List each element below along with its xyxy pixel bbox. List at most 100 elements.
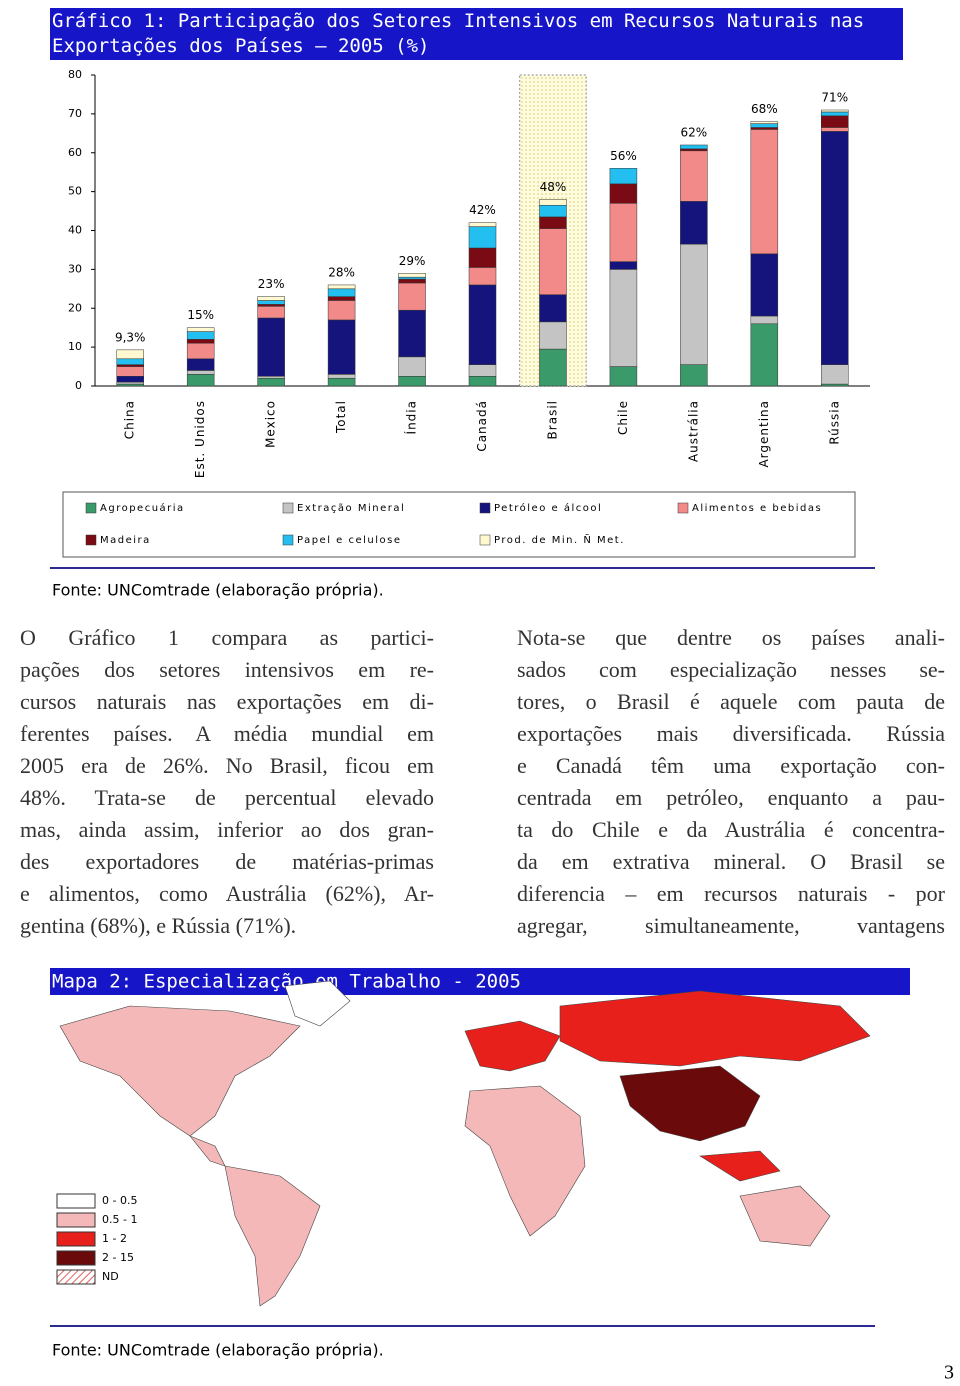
legend-swatch [282,502,294,514]
legend-box [62,491,856,558]
map-legend-label: 0.5 - 1 [102,1213,137,1226]
legend-swatch [479,502,491,514]
bar-segment [609,269,638,367]
map-legend-label: 1 - 2 [102,1232,127,1245]
chart: Gráfico 1: Participação dos Setores Inte… [50,8,903,600]
text-line: ta do Chile e da Austrália é concentra- [517,817,945,842]
bar-segment [680,201,708,245]
legend-label: Petróleo e álcool [494,502,602,514]
bar-segment [609,183,638,204]
north-america [59,1005,301,1137]
text-line: tores, o Brasil é aquele com pauta de [517,689,945,714]
text-line: sados com especialização nesses se- [517,657,945,682]
bar-segment [750,121,779,124]
map-legend-swatch [56,1231,96,1247]
bar-segment [186,358,215,371]
bar-segment [398,356,426,377]
bar-segment [539,294,567,323]
right-column: Nota-se que dentre os países anali-sados… [517,622,945,942]
total-label: 28% [328,265,355,279]
bar-segment [257,376,285,379]
y-tick-label: 70 [68,107,82,120]
bar-segment [821,383,849,387]
bar-segment [327,377,356,387]
bar-segment [116,376,144,383]
bar-segment [116,366,144,377]
bar-segment [821,364,849,385]
bar-segment [539,199,567,206]
legend-label: Prod. de Min. Ñ Met. [494,533,625,546]
bar-segment [821,127,849,132]
chart-title: Gráfico 1: Participação dos Setores Inte… [52,10,865,57]
bar-segment [539,228,567,295]
x-tick-label: Est. Unidos [193,400,207,478]
map-legend-swatch [56,1193,96,1209]
x-tick-label: Chile [616,400,630,435]
y-tick-label: 10 [68,340,82,353]
bar-segment [398,376,426,387]
legend-swatch [479,534,491,546]
text-line: centrada em petróleo, enquanto a pau- [517,785,945,810]
bar-segment [186,327,215,332]
legend-label: Alimentos e bebidas [692,503,822,514]
bar-segment [257,296,285,301]
africa [464,1085,586,1237]
bar-segment [327,284,356,290]
page-number: 3 [944,1362,954,1384]
bar-segment [257,300,285,305]
bar-segment [821,111,849,117]
bar-segment [609,261,638,270]
left-column: O Gráfico 1 compara as partici-pações do… [20,622,434,942]
legend-swatch [85,534,97,546]
bar-segment [257,304,285,307]
bar-segment [327,296,356,301]
x-tick-label: Total [334,400,348,434]
legend-swatch [85,502,97,514]
map-legend-swatch [56,1269,96,1285]
map-legend-label: ND [102,1270,119,1283]
text-line: e alimentos, como Austrália (62%), Ar- [20,881,434,906]
bar-segment [327,288,356,297]
bar-segment [680,148,708,152]
text-line: des exportadores de matérias-primas [20,849,434,874]
bar-segment [327,374,356,379]
map-source: Fonte: UNComtrade (elaboração própria). [52,1341,384,1360]
bar-segment [116,383,144,387]
greenland [284,980,351,1027]
legend-swatch [677,502,689,514]
bar-segment [327,300,356,321]
map-legend-swatch [56,1250,96,1266]
australia [739,1185,831,1247]
bar-segment [680,144,708,150]
map-title: Mapa 2: Especialização em Trabalho - 200… [52,971,521,993]
bar-segment [327,319,356,375]
x-tick-label: Mexico [264,400,278,448]
text-line: diferencia – em recursos naturais - por [517,881,945,906]
text-line: e Canadá têm uma exportação con- [517,753,945,778]
title-box [50,8,903,60]
bar-segment [186,342,215,360]
indonesia [699,1150,781,1182]
y-tick-label: 80 [68,68,82,81]
text-line: gentina (68%), e Rússia (71%). [20,913,297,938]
title-wrap: Gráfico 1: Participação dos Setores Inte… [52,10,865,57]
bar-segment [468,247,497,268]
bar-segment [398,278,426,284]
map-legend-label: 0 - 0.5 [102,1194,137,1207]
bar-segment [750,315,779,325]
bar-segment [468,226,497,249]
bar-segment [750,323,779,387]
bar-segment [116,381,144,385]
russia [559,990,871,1067]
y-tick-label: 40 [68,224,82,237]
total-label: 62% [681,125,708,139]
x-tick-label: Índia [404,400,419,434]
bar-segment [821,109,849,113]
bar-segment [398,282,426,311]
bar-segment [680,364,708,387]
total-label: 15% [187,308,214,322]
bar-segment [186,370,215,375]
x-tick-label: Brasil [545,400,559,439]
legend-swatch [282,534,294,546]
